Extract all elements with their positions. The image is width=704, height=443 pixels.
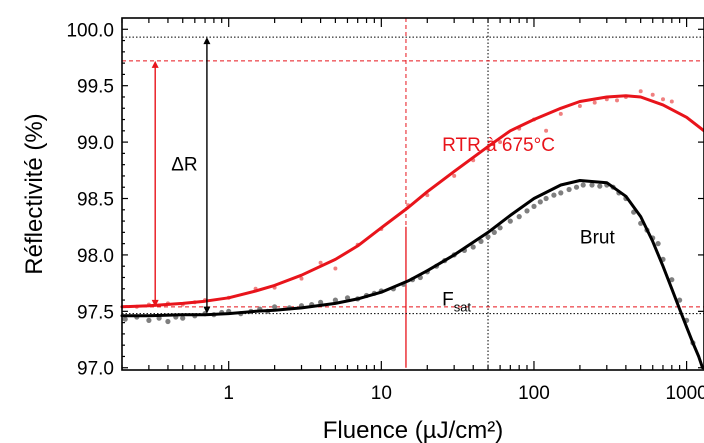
rtr-data-point xyxy=(661,97,665,101)
brut-data-point xyxy=(597,184,602,189)
brut-data-point xyxy=(558,190,563,195)
x-tick-labels: 1 10 100 1000 xyxy=(223,383,704,404)
y-tick-label: 97.0 xyxy=(77,359,114,380)
brut-data-point xyxy=(146,318,151,323)
rtr-data-point xyxy=(639,89,643,93)
brut-data-point xyxy=(538,199,543,204)
brut-series-label: Brut xyxy=(580,228,616,249)
fsat-label: Fsat xyxy=(442,290,471,315)
y-tick-labels: 97.0 97.5 98.0 98.5 99.0 99.5 100.0 xyxy=(66,20,114,379)
brut-data-point xyxy=(165,319,170,324)
arrow-head-up xyxy=(203,37,210,44)
brut-data-point xyxy=(524,208,529,213)
y-tick-label: 100.0 xyxy=(66,20,114,41)
x-axis-label: Fluence (µJ/cm²) xyxy=(323,417,504,443)
fsat-main: F xyxy=(442,290,454,311)
x-tick-label: 10 xyxy=(371,383,392,404)
rtr-data-point xyxy=(452,174,456,178)
y-tick-label: 98.5 xyxy=(77,190,114,211)
y-tick-label: 97.5 xyxy=(77,302,114,323)
brut-data-point xyxy=(508,219,513,224)
brut-data-point xyxy=(551,193,556,198)
brut-data-point xyxy=(589,182,594,187)
y-tick-label: 99.0 xyxy=(77,133,114,154)
brut-data-point xyxy=(517,214,522,219)
rtr-series-label: RTR à 675°C xyxy=(442,135,555,156)
rtr-data-point xyxy=(670,100,674,104)
x-tick-label: 1000 xyxy=(665,383,704,404)
y-axis-label: Réflectivité (%) xyxy=(21,113,48,274)
brut-data-point xyxy=(544,196,549,201)
rtr-data-point xyxy=(333,267,337,271)
rtr-data-point xyxy=(593,101,597,105)
y-tick-label: 99.5 xyxy=(77,77,114,98)
x-tick-label: 100 xyxy=(518,383,550,404)
series-fits xyxy=(122,96,704,368)
brut-data-point xyxy=(180,316,185,321)
arrow-head-up xyxy=(152,61,159,68)
delta-r-label: ΔR xyxy=(171,154,197,175)
brut-data-point xyxy=(123,317,128,322)
brut-data-point xyxy=(581,182,586,187)
brut-data-point xyxy=(531,204,536,209)
brut-data-point xyxy=(567,187,572,192)
fsat-subscript: sat xyxy=(454,300,472,315)
arrows xyxy=(152,37,211,313)
x-tick-label: 1 xyxy=(223,383,234,404)
brut-fit-line xyxy=(122,181,703,368)
rtr-data-point xyxy=(559,112,563,116)
brut-data-point xyxy=(656,241,661,246)
rtr-data-point xyxy=(544,129,548,133)
brut-data-point xyxy=(574,185,579,190)
rtr-fit-line xyxy=(122,96,704,307)
rtr-data-point xyxy=(651,93,655,97)
rtr-data-point xyxy=(578,104,582,108)
rtr-data-point xyxy=(615,98,619,102)
y-tick-label: 98.0 xyxy=(77,246,114,267)
